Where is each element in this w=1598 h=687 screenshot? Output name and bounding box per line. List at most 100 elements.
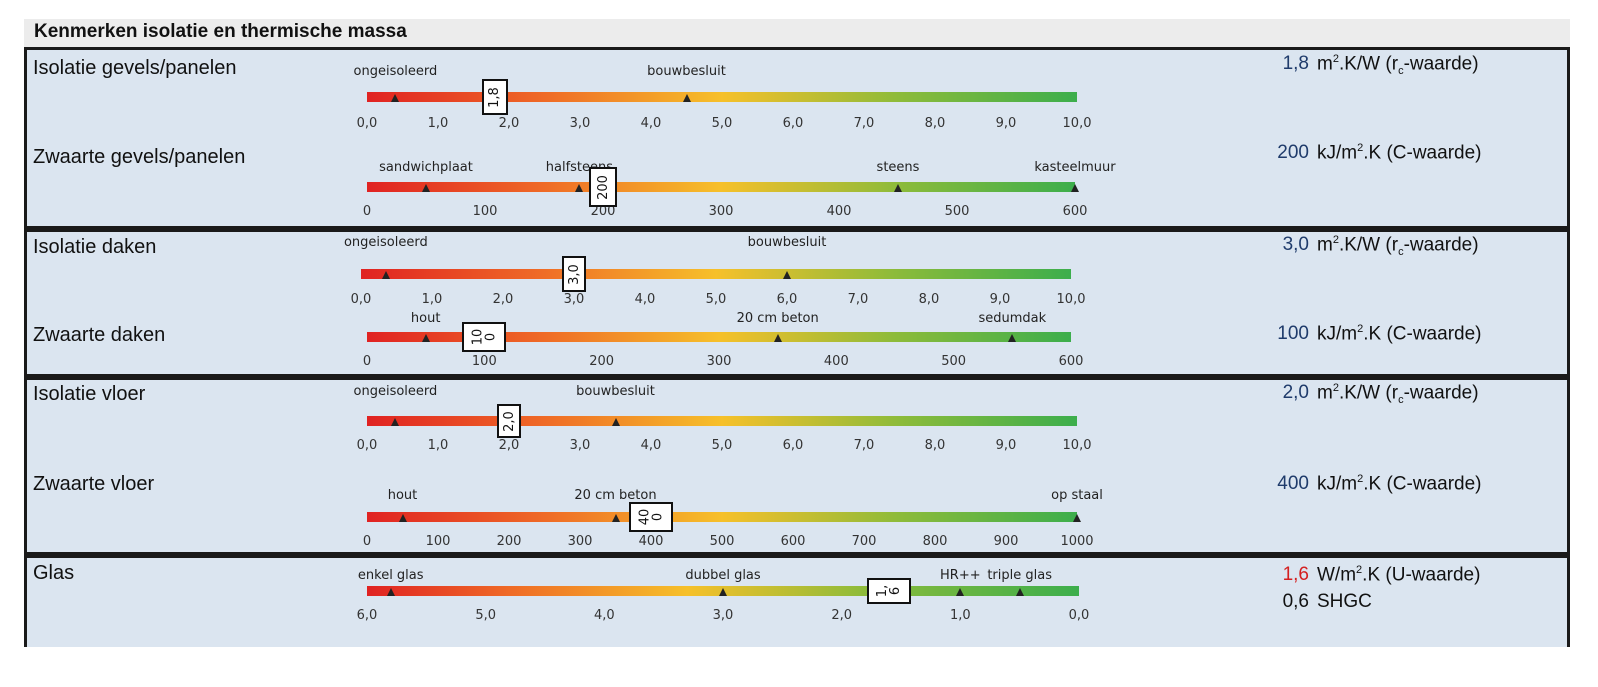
- reference-label: bouwbesluit: [747, 235, 827, 250]
- reference-marker: [956, 588, 965, 596]
- unit-glas-u: W/m2.K (U-waarde): [1317, 564, 1481, 586]
- tick-label: 500: [709, 534, 735, 549]
- unit-isolatie-vloer: m2.K/W (rc-waarde): [1317, 382, 1479, 407]
- reference-label: triple glas: [987, 568, 1052, 583]
- reference-label: hout: [387, 488, 418, 503]
- reference-label: ongeisoleerd: [353, 64, 438, 79]
- tick-label: 3,0: [569, 116, 591, 131]
- tick-label: 100: [425, 534, 451, 549]
- reference-label: bouwbesluit: [647, 64, 726, 79]
- gradient-bar[interactable]: [367, 512, 1077, 522]
- tick-label: 5,0: [705, 292, 727, 307]
- label-zwaarte-vloer: Zwaarte vloer: [33, 473, 155, 495]
- reference-marker: [611, 418, 620, 426]
- slider-value-text: 1, 6: [875, 584, 904, 598]
- tick-label: 5,0: [711, 116, 733, 131]
- reference-marker: [391, 418, 400, 426]
- tick-label: 500: [944, 204, 970, 219]
- value-isolatie-vloer: 2,0: [1282, 382, 1309, 403]
- reference-marker: [575, 184, 584, 192]
- label-glas: Glas: [33, 562, 75, 584]
- tick-label: 1000: [1060, 534, 1094, 549]
- reference-marker: [1071, 184, 1079, 192]
- gradient-bar[interactable]: [367, 182, 1075, 192]
- tick-label: 10,0: [1062, 116, 1092, 131]
- tick-label: 2,0: [492, 292, 514, 307]
- tick-label: 100: [471, 354, 497, 369]
- label-zwaarte-daken: Zwaarte daken: [33, 324, 166, 346]
- tick-label: 0,0: [356, 438, 378, 453]
- tick-label: 200: [496, 534, 522, 549]
- reference-marker: [1015, 588, 1024, 596]
- tick-label: 100: [472, 204, 498, 219]
- panel-gevels: Isolatie gevels/panelen 1,8 m2.K/W (rc-w…: [24, 47, 1570, 229]
- tick-label: 200: [590, 204, 616, 219]
- tick-label: 3,0: [563, 292, 585, 307]
- gradient-bar[interactable]: [367, 332, 1071, 342]
- tick-label: 9,0: [989, 292, 1011, 307]
- gradient-bar[interactable]: [361, 269, 1071, 279]
- slider-value-handle[interactable]: 3,0: [562, 256, 586, 292]
- tick-label: 600: [1062, 204, 1088, 219]
- unit-glas-shgc: SHGC: [1317, 591, 1372, 612]
- reference-label: ongeisoleerd: [343, 235, 428, 250]
- tick-label: 600: [1058, 354, 1084, 369]
- tick-label: 5,0: [711, 438, 733, 453]
- tick-label: 700: [851, 534, 877, 549]
- value-zwaarte-vloer: 400: [1277, 473, 1309, 494]
- label-isolatie-daken: Isolatie daken: [33, 236, 157, 258]
- tick-label: 1,0: [427, 438, 449, 453]
- label-isolatie-vloer: Isolatie vloer: [33, 383, 146, 405]
- label-isolatie-gevels: Isolatie gevels/panelen: [33, 57, 237, 79]
- tick-label: 4,0: [634, 292, 656, 307]
- panel-vloer: Isolatie vloer 2,0 m2.K/W (rc-waarde) 0,…: [24, 377, 1570, 555]
- reference-marker: [611, 514, 620, 522]
- unit-zwaarte-daken: kJ/m2.K (C-waarde): [1317, 323, 1482, 345]
- tick-label: 300: [708, 204, 734, 219]
- value-isolatie-gevels: 1,8: [1282, 53, 1309, 74]
- reference-marker: [398, 514, 407, 522]
- slider-value-handle[interactable]: 40 0: [629, 502, 673, 532]
- tick-label: 7,0: [853, 438, 875, 453]
- tick-label: 6,0: [782, 438, 804, 453]
- tick-label: 6,0: [356, 608, 378, 623]
- reference-marker: [783, 271, 791, 279]
- panel-daken: Isolatie daken 3,0 m2.K/W (rc-waarde) 0,…: [24, 229, 1570, 377]
- panel-glas: Glas 1,6 W/m2.K (U-waarde) 0,6 SHGC 6,0 5…: [24, 555, 1570, 647]
- tick-label: 1,0: [427, 116, 449, 131]
- reference-marker: [719, 588, 727, 596]
- tick-label: 900: [993, 534, 1019, 549]
- tick-label: 2,0: [498, 438, 520, 453]
- value-zwaarte-daken: 100: [1277, 323, 1309, 344]
- tick-label: 7,0: [853, 116, 875, 131]
- slider-value-handle[interactable]: 10 0: [462, 322, 507, 352]
- gradient-bar[interactable]: [367, 92, 1077, 102]
- slider-value-handle[interactable]: 1,8: [481, 79, 508, 115]
- value-zwaarte-gevels: 200: [1277, 142, 1309, 163]
- slider-value-handle[interactable]: 200: [589, 167, 617, 207]
- tick-label: 6,0: [776, 292, 798, 307]
- reference-marker: [894, 184, 902, 192]
- reference-marker: [1073, 514, 1081, 522]
- tick-label: 600: [780, 534, 806, 549]
- tick-label: 2,0: [831, 608, 852, 623]
- tick-label: 300: [706, 354, 732, 369]
- reference-marker: [773, 334, 782, 342]
- reference-label: steens: [876, 160, 920, 175]
- tick-label: 3,0: [712, 608, 734, 623]
- tick-label: 7,0: [847, 292, 869, 307]
- slider-value-handle[interactable]: 2,0: [497, 404, 521, 438]
- slider-value-handle[interactable]: 1, 6: [867, 578, 912, 604]
- tick-label: 0: [362, 534, 372, 549]
- label-zwaarte-gevels: Zwaarte gevels/panelen: [33, 146, 246, 168]
- gradient-bar[interactable]: [367, 416, 1077, 426]
- tick-label: 6,0: [782, 116, 804, 131]
- tick-label: 8,0: [924, 438, 946, 453]
- tick-label: 10,0: [1062, 438, 1092, 453]
- slider-value-text: 1,8: [487, 86, 503, 108]
- tick-label: 0: [362, 354, 372, 369]
- slider-value-text: 40 0: [636, 508, 665, 526]
- reference-label: enkel glas: [357, 568, 424, 583]
- tick-label: 400: [823, 354, 849, 369]
- tick-label: 4,0: [640, 116, 662, 131]
